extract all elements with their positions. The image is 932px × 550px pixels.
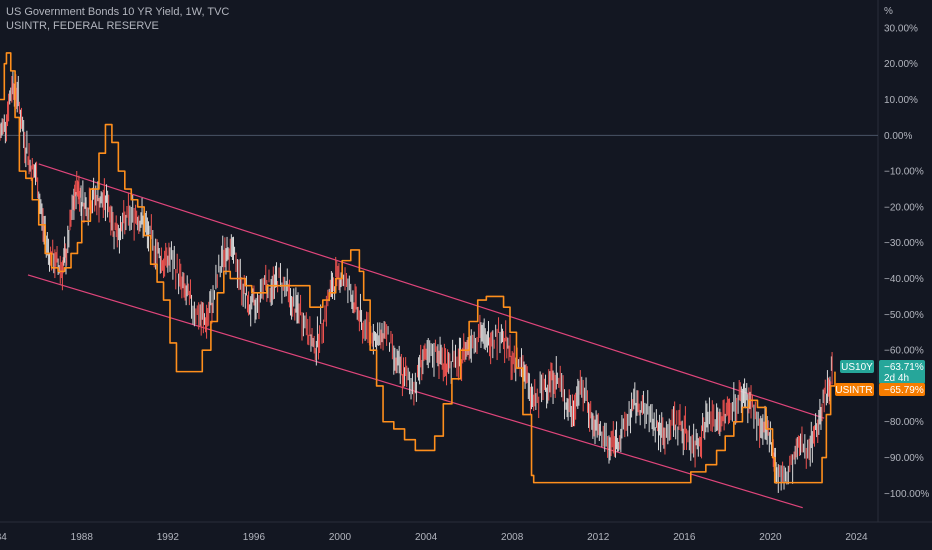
x-tick-label: 2008: [501, 532, 524, 543]
chart-subtitle[interactable]: USINTR, FEDERAL RESERVE: [6, 20, 159, 32]
y-tick-label: 20.00%: [884, 59, 918, 70]
x-tick-label: 2012: [587, 532, 610, 543]
usintr-badge-label-bg: [835, 383, 874, 396]
x-tick-label: 2004: [415, 532, 438, 543]
y-axis-unit: %: [884, 6, 893, 17]
chart-title[interactable]: US Government Bonds 10 YR Yield, 1W, TVC: [6, 6, 230, 18]
us10y-badge-label: US10Y: [841, 362, 873, 373]
us10y-badge-label-bg: [840, 360, 874, 373]
channel-trendline[interactable]: [38, 163, 825, 419]
x-tick-label: 1984: [0, 532, 7, 543]
y-tick-label: 10.00%: [884, 95, 918, 106]
y-tick-label: −60.00%: [884, 346, 924, 357]
us10y-badge-value-bg: [879, 360, 925, 384]
x-tick-label: 1988: [71, 532, 94, 543]
y-tick-label: −30.00%: [884, 238, 924, 249]
usintr-badge-value: −65.79%: [884, 385, 924, 396]
y-tick-label: −90.00%: [884, 453, 924, 464]
usintr-badge-label: USINTR: [835, 385, 872, 396]
y-tick-label: −40.00%: [884, 274, 924, 285]
usintr-series-line: [0, 52, 836, 484]
y-tick-label: −80.00%: [884, 417, 924, 428]
x-tick-label: 2000: [329, 532, 352, 543]
usintr-price-badge: USINTR −65.79%: [835, 383, 925, 396]
y-tick-label: −20.00%: [884, 202, 924, 213]
y-tick-label: −10.00%: [884, 167, 924, 178]
y-tick-label: 0.00%: [884, 131, 912, 142]
x-tick-label: 2020: [759, 532, 782, 543]
y-tick-label: −50.00%: [884, 310, 924, 321]
y-tick-label: 30.00%: [884, 23, 918, 34]
x-tick-label: 2016: [673, 532, 696, 543]
us10y-price-badge: US10Y −63.71% 2d 4h: [840, 360, 925, 384]
usintr-badge-value-bg: [879, 383, 925, 396]
us10y-badge-value: −63.71%: [884, 362, 924, 373]
x-axis[interactable]: 1984 1988 1992 1996 2000 2004 2008 2012 2016 2020…: [0, 532, 868, 543]
y-tick-label: −100.00%: [884, 489, 929, 500]
x-tick-label: 1996: [243, 532, 266, 543]
us10y-badge-countdown: 2d 4h: [884, 373, 909, 384]
x-tick-label: 1992: [157, 532, 180, 543]
x-tick-label: 2024: [845, 532, 868, 543]
